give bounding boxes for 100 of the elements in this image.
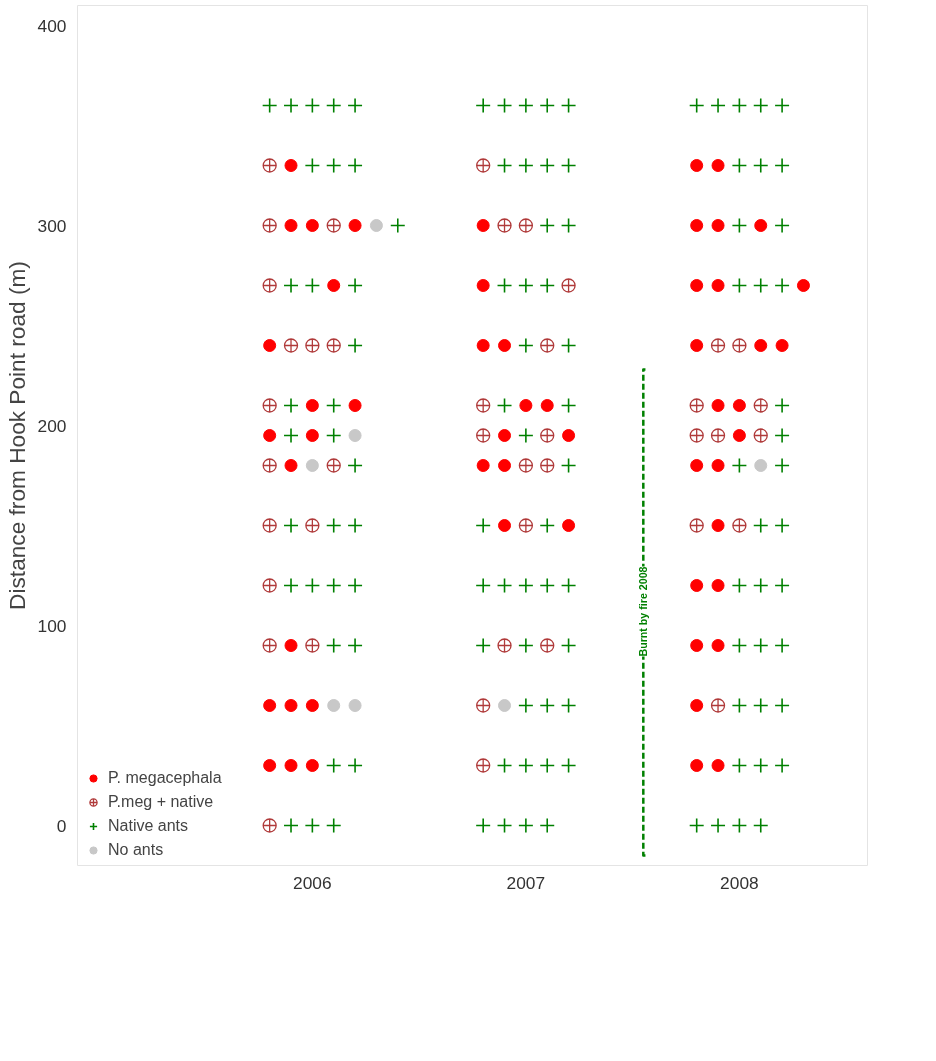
point: [690, 159, 704, 172]
point: [284, 159, 298, 172]
point: [732, 518, 747, 533]
point: [476, 398, 491, 413]
point: [476, 158, 491, 173]
point: [326, 338, 341, 353]
point: [327, 699, 341, 712]
legend-label: No ants: [108, 841, 164, 859]
point: [262, 158, 277, 173]
point: [263, 699, 277, 712]
point: [711, 759, 725, 772]
point: [562, 429, 576, 442]
point: [262, 638, 277, 653]
y-tick-label: 300: [37, 215, 67, 236]
annotation: Burnt by fire 2008: [637, 566, 650, 657]
point: [540, 638, 555, 653]
point: [518, 518, 534, 533]
point: [263, 759, 277, 772]
point: [690, 639, 704, 652]
point: [498, 339, 512, 352]
point: [519, 399, 533, 412]
point: [284, 759, 298, 772]
point: [262, 458, 277, 473]
point: [710, 698, 726, 713]
point: [348, 399, 362, 412]
point: [284, 219, 298, 232]
point: [711, 399, 725, 412]
point: [540, 338, 555, 353]
point: [690, 699, 704, 712]
point: [754, 339, 768, 352]
point: [348, 219, 362, 232]
point: [305, 429, 319, 442]
point: [305, 699, 319, 712]
x-tick-label: 2008: [720, 872, 759, 893]
point: [498, 459, 512, 472]
point: [305, 518, 320, 533]
point: [689, 518, 704, 533]
point: [327, 279, 341, 292]
point: [305, 399, 319, 412]
point: [690, 759, 704, 772]
point: [690, 459, 704, 472]
point: [498, 699, 512, 712]
point: [497, 638, 512, 653]
point: [476, 758, 491, 773]
point: [262, 518, 277, 533]
point: [796, 279, 810, 292]
legend-label: P.meg + native: [108, 793, 214, 811]
point: [711, 519, 725, 532]
point: [732, 399, 746, 412]
point: [284, 459, 298, 472]
point: [732, 429, 746, 442]
point: [262, 818, 277, 833]
point: [497, 218, 512, 233]
point: [540, 399, 554, 412]
point: [498, 519, 512, 532]
point: [711, 219, 725, 232]
point: [305, 638, 320, 653]
y-tick-label: 100: [37, 615, 67, 636]
point: [711, 579, 725, 592]
point: [262, 398, 277, 413]
point: [711, 159, 725, 172]
legend-label: Native ants: [108, 817, 189, 835]
point: [476, 279, 490, 292]
point: [710, 428, 726, 443]
point: [710, 338, 726, 353]
x-tick-label: 2007: [506, 872, 546, 893]
point: [540, 458, 555, 473]
point: [283, 338, 299, 353]
point: [369, 219, 383, 232]
point: [348, 699, 362, 712]
point: [753, 428, 768, 443]
point: [711, 459, 725, 472]
point: [498, 429, 512, 442]
point: [753, 398, 768, 413]
point: [284, 699, 298, 712]
point: [689, 398, 704, 413]
point: [305, 338, 320, 353]
point: [476, 219, 490, 232]
point: [326, 458, 341, 473]
point: [518, 218, 534, 233]
x-tick-label: 2006: [293, 872, 332, 893]
point: [518, 458, 534, 473]
point: [476, 698, 491, 713]
point: [305, 759, 319, 772]
point: [263, 339, 277, 352]
point: [690, 339, 704, 352]
point: [690, 579, 704, 592]
point: [690, 219, 704, 232]
point: [305, 459, 319, 472]
point: [562, 519, 576, 532]
y-tick-label: 0: [56, 815, 67, 836]
point: [476, 459, 490, 472]
legend-label: P. megacephala: [108, 769, 222, 787]
point: [476, 339, 490, 352]
point: [775, 339, 789, 352]
point: [284, 639, 298, 652]
point: [348, 429, 362, 442]
point: [263, 429, 277, 442]
point: [690, 279, 704, 292]
point: [476, 428, 491, 443]
